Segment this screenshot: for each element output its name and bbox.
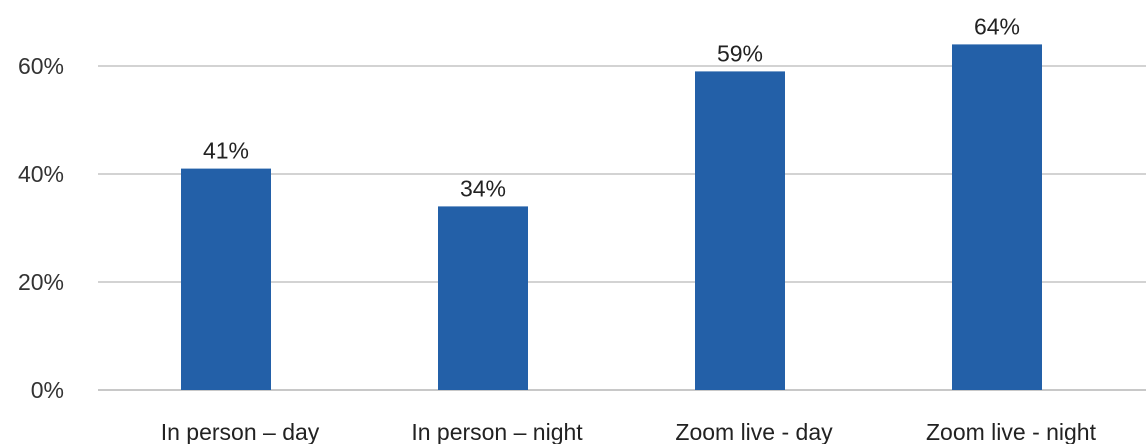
y-tick-label: 0% [31, 377, 64, 403]
data-label: 34% [460, 175, 506, 201]
category-label: Zoom live - day [675, 419, 833, 444]
data-label: 59% [717, 40, 763, 66]
data-label: 41% [203, 138, 249, 164]
y-tick-label: 60% [18, 53, 64, 79]
category-label: Zoom live - night [926, 419, 1097, 444]
category-label: In person – night [411, 419, 583, 444]
y-axis-tick-labels: 0% 20% 40% 60% [18, 53, 64, 403]
y-tick-label: 40% [18, 161, 64, 187]
bar [952, 44, 1042, 391]
bar [181, 168, 271, 390]
data-label: 64% [974, 13, 1020, 39]
y-tick-label: 20% [18, 269, 64, 295]
bar [438, 206, 528, 390]
bars [181, 44, 1042, 391]
category-label: In person – day [161, 419, 320, 444]
x-axis-category-labels: In person – day In person – night Zoom liv… [161, 419, 1097, 444]
bar [695, 71, 785, 391]
data-labels: 41% 34% 59% 64% [203, 13, 1020, 201]
